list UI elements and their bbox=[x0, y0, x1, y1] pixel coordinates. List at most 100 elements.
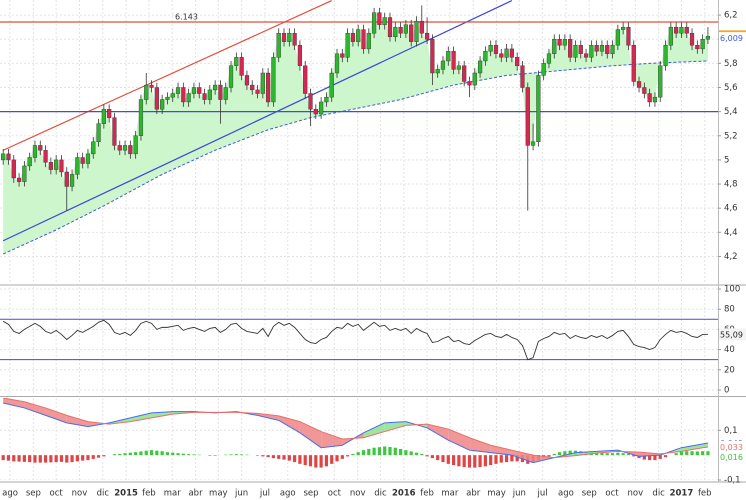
macd-fill bbox=[45, 407, 67, 423]
candle-body bbox=[207, 89, 212, 100]
candle-body bbox=[541, 63, 546, 76]
candle-body bbox=[228, 65, 234, 88]
candle-body bbox=[610, 45, 615, 54]
candle-body bbox=[202, 93, 207, 100]
moving-average bbox=[2, 60, 708, 255]
histogram-bar bbox=[298, 455, 302, 464]
histogram-bar bbox=[28, 455, 32, 463]
candle-body bbox=[11, 159, 16, 179]
candle-body bbox=[239, 57, 244, 76]
macd-fill bbox=[448, 429, 470, 451]
x-tick-label: may bbox=[487, 489, 506, 499]
candle-body bbox=[615, 29, 620, 46]
candle-body bbox=[186, 93, 191, 103]
histogram-bar bbox=[277, 455, 281, 459]
value-tag-label: 6,009 bbox=[720, 34, 743, 43]
candle-body bbox=[6, 153, 11, 161]
candle-body bbox=[419, 20, 424, 34]
histogram-bar bbox=[81, 455, 85, 461]
candle-body bbox=[605, 45, 610, 54]
macd-fill bbox=[24, 401, 46, 416]
y-tick-label: 100 bbox=[724, 285, 740, 295]
x-tick-label: feb bbox=[420, 489, 434, 499]
candle-body bbox=[324, 96, 329, 103]
y-tick-label: 6,2 bbox=[724, 11, 738, 21]
candle-body bbox=[493, 45, 499, 54]
candle-body bbox=[700, 39, 705, 50]
axis-labels: 4,24,44,64,855,25,45,65,866,202040608010… bbox=[2, 11, 746, 499]
histogram-bar bbox=[451, 455, 456, 466]
x-tick-label: oct bbox=[328, 489, 342, 499]
candle-body bbox=[403, 24, 408, 34]
histogram-bar bbox=[176, 453, 180, 456]
x-tick-label: abr bbox=[466, 489, 481, 499]
histogram-bar bbox=[568, 450, 572, 456]
candle-body bbox=[536, 75, 541, 143]
candle-body bbox=[197, 87, 202, 94]
candle-body bbox=[149, 84, 154, 88]
x-tick-label: ago bbox=[280, 489, 296, 499]
y-tick-label: 20 bbox=[724, 365, 735, 375]
histogram-bar bbox=[287, 455, 291, 461]
candle-body bbox=[75, 157, 80, 175]
histogram-bar bbox=[293, 455, 297, 463]
candle-body bbox=[668, 26, 673, 46]
histogram-bar bbox=[632, 455, 636, 457]
histogram-bar bbox=[383, 446, 387, 456]
x-tick-label: sep bbox=[26, 489, 41, 499]
candle-body bbox=[303, 65, 308, 94]
histogram-bar bbox=[377, 447, 382, 456]
histogram-bar bbox=[240, 454, 244, 456]
candle-body bbox=[91, 141, 96, 155]
candle-body bbox=[515, 57, 520, 66]
price-panel: 6.143 bbox=[0, 0, 718, 283]
histogram-bar bbox=[340, 455, 344, 459]
histogram-bar bbox=[102, 455, 106, 457]
candle-body bbox=[175, 87, 181, 94]
candle-body bbox=[642, 87, 647, 94]
y-tick-label: 0,1 bbox=[724, 426, 738, 436]
candle-body bbox=[530, 141, 536, 146]
histogram-bar bbox=[335, 455, 339, 462]
candle-body bbox=[366, 32, 371, 50]
histogram-bar bbox=[303, 455, 307, 466]
histogram-bar bbox=[510, 455, 514, 462]
histogram-bar bbox=[181, 453, 185, 456]
candle-body bbox=[509, 48, 514, 58]
macd-fill bbox=[363, 422, 385, 438]
candle-body bbox=[361, 29, 366, 50]
candle-body bbox=[372, 12, 377, 34]
candle-body bbox=[647, 93, 652, 103]
x-tick-label: mar bbox=[164, 489, 181, 499]
histogram-bar bbox=[22, 455, 26, 462]
histogram-bar bbox=[473, 455, 477, 468]
y-tick-label: 4,6 bbox=[724, 204, 738, 214]
histogram-bar bbox=[70, 455, 74, 463]
histogram-bar bbox=[65, 455, 69, 463]
candle-body bbox=[472, 72, 477, 86]
x-tick-label: jun bbox=[234, 489, 248, 499]
candle-body bbox=[695, 45, 700, 50]
candle-body bbox=[483, 51, 488, 62]
histogram-bar bbox=[6, 455, 11, 461]
candle-body bbox=[594, 45, 599, 52]
y-tick-label: 4,4 bbox=[724, 228, 738, 238]
x-tick-label: oct bbox=[605, 489, 619, 499]
histogram-bar bbox=[361, 450, 366, 456]
histogram-bar bbox=[171, 452, 175, 456]
candle-body bbox=[128, 145, 133, 155]
histogram-bar bbox=[605, 453, 609, 456]
histogram-bar bbox=[155, 450, 159, 456]
histogram-bar bbox=[690, 451, 694, 456]
macd-fill bbox=[278, 415, 300, 433]
candle-body bbox=[191, 87, 197, 94]
candle-body bbox=[520, 65, 525, 88]
candle-body bbox=[112, 117, 117, 146]
candle-body bbox=[313, 109, 318, 115]
candle-body bbox=[16, 177, 22, 182]
histogram-bar bbox=[118, 453, 122, 456]
candle-body bbox=[223, 87, 228, 100]
candle-body bbox=[160, 99, 165, 110]
macd-fill bbox=[151, 411, 173, 418]
